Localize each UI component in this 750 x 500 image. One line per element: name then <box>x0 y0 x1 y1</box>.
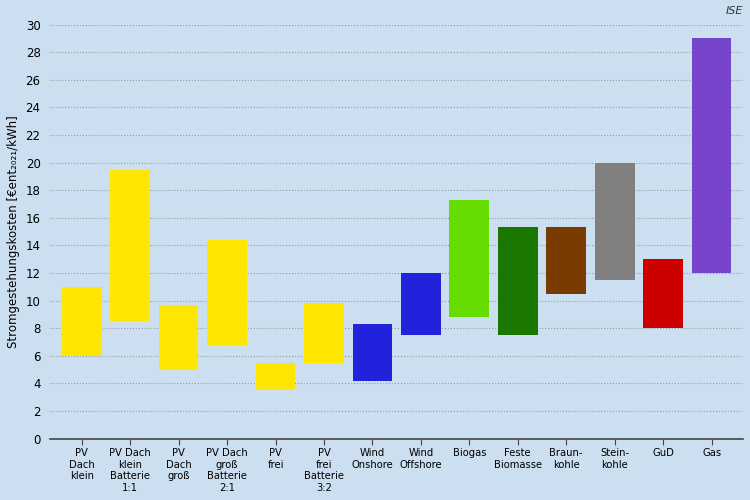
Bar <box>644 259 683 328</box>
Bar <box>546 228 586 294</box>
Bar <box>401 273 441 335</box>
Bar <box>159 304 199 370</box>
Y-axis label: Stromgestehungskosten [€ent₂₀₂₁/kWh]: Stromgestehungskosten [€ent₂₀₂₁/kWh] <box>7 115 20 348</box>
Bar <box>110 170 150 322</box>
Bar <box>595 162 634 280</box>
Bar <box>256 362 296 390</box>
Bar <box>304 304 344 362</box>
Bar <box>207 240 247 344</box>
Bar <box>498 228 538 335</box>
Bar <box>352 324 392 380</box>
Bar <box>62 287 101 356</box>
Bar <box>692 38 731 273</box>
Bar <box>449 200 489 317</box>
Text: ISE: ISE <box>726 6 743 16</box>
